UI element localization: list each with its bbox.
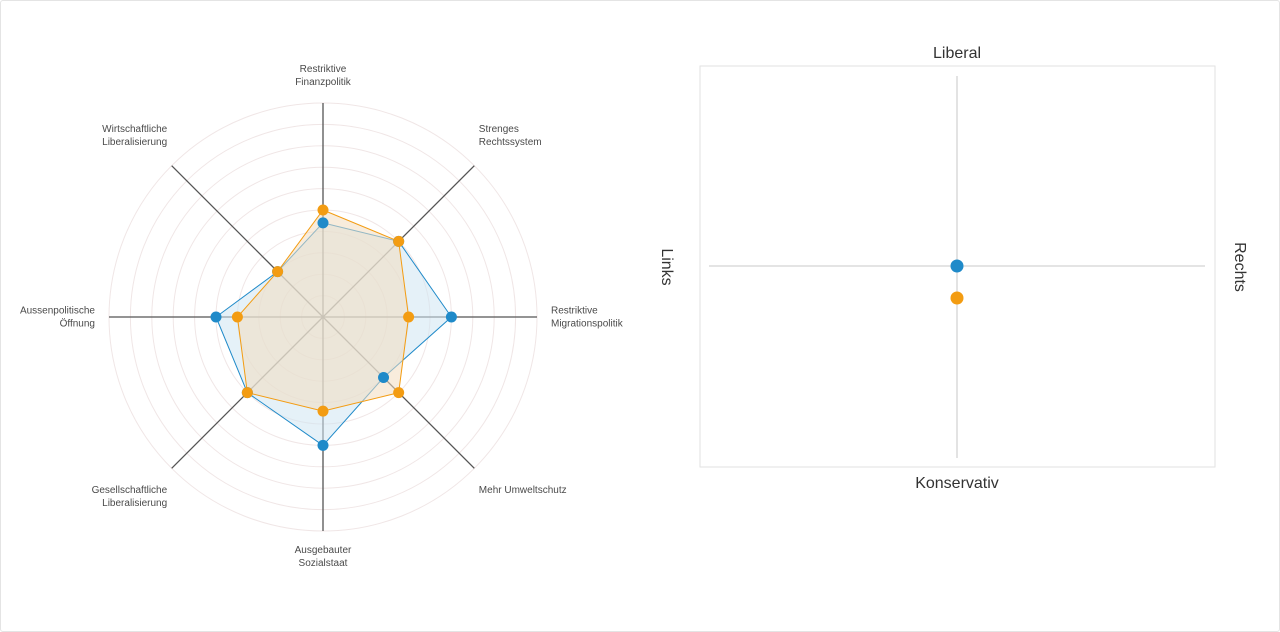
radar-data-point [393, 235, 405, 247]
radar-data-point [317, 217, 329, 229]
compass-points [950, 259, 964, 305]
radar-axis-label-line: Rechtssystem [479, 137, 542, 148]
radar-data-point [317, 405, 329, 417]
radar-axis-label: Restriktive Migrationspolitik [551, 306, 624, 330]
radar-data-point [393, 387, 405, 399]
radar-axis-label-line: Migrationspolitik [551, 319, 624, 330]
compass-label-top: Liberal [933, 45, 981, 62]
radar-axis-label: Mehr Umweltschutz [479, 485, 567, 496]
radar-axis-label-line: Finanzpolitik [295, 77, 352, 88]
radar-axis-label-line: Strenges [479, 124, 519, 135]
radar-axis-label-line: Gesellschaftliche [92, 485, 168, 496]
radar-axis-label: Ausgebauter Sozialstaat [295, 545, 352, 569]
radar-axis-label: Gesellschaftliche Liberalisierung [92, 485, 168, 509]
compass-label-right: Rechts [1231, 242, 1248, 292]
radar-axis-label-line: Restriktive [551, 306, 598, 317]
compass-label-bottom: Konservativ [915, 475, 999, 492]
radar-axis-label-line: Aussenpolitische [20, 306, 95, 317]
radar-data-point [445, 311, 457, 323]
radar-data-point [378, 372, 390, 384]
radar-axis-label: Strenges Rechtssystem [479, 124, 542, 148]
radar-data-point [403, 311, 415, 323]
radar-axis-label: Wirtschaftliche Liberalisierung [102, 124, 167, 148]
radar-data-point [317, 439, 329, 451]
radar-series [210, 204, 457, 451]
radar-axis-label: Aussenpolitische Öffnung [20, 306, 95, 330]
radar-axis-labels: Restriktive Finanzpolitik Strenges Rechtssy… [20, 64, 624, 569]
compass-point [950, 259, 964, 273]
radar-axis-label-line: Ausgebauter [295, 545, 352, 556]
radar-axis-label-line: Mehr Umweltschutz [479, 485, 567, 496]
compass-label-left: Links [658, 248, 675, 285]
radar-axis-label-line: Restriktive [300, 64, 347, 75]
political-compass: Liberal Konservativ Links Rechts [658, 45, 1248, 492]
radar-axis-label: Restriktive Finanzpolitik [295, 64, 352, 88]
radar-axis-label-line: Liberalisierung [102, 137, 167, 148]
radar-axis-label-line: Sozialstaat [299, 558, 348, 569]
radar-data-point [210, 311, 222, 323]
radar-data-point [231, 311, 243, 323]
radar-axis-label-line: Wirtschaftliche [102, 124, 167, 135]
radar-axis-label-line: Liberalisierung [102, 498, 167, 509]
radar-chart: Restriktive Finanzpolitik Strenges Rechtssy… [20, 64, 624, 569]
radar-axis-label-line: Öffnung [60, 318, 95, 330]
radar-data-point [317, 204, 329, 216]
radar-data-point [272, 266, 284, 278]
compass-point [950, 291, 964, 305]
radar-data-point [241, 387, 253, 399]
